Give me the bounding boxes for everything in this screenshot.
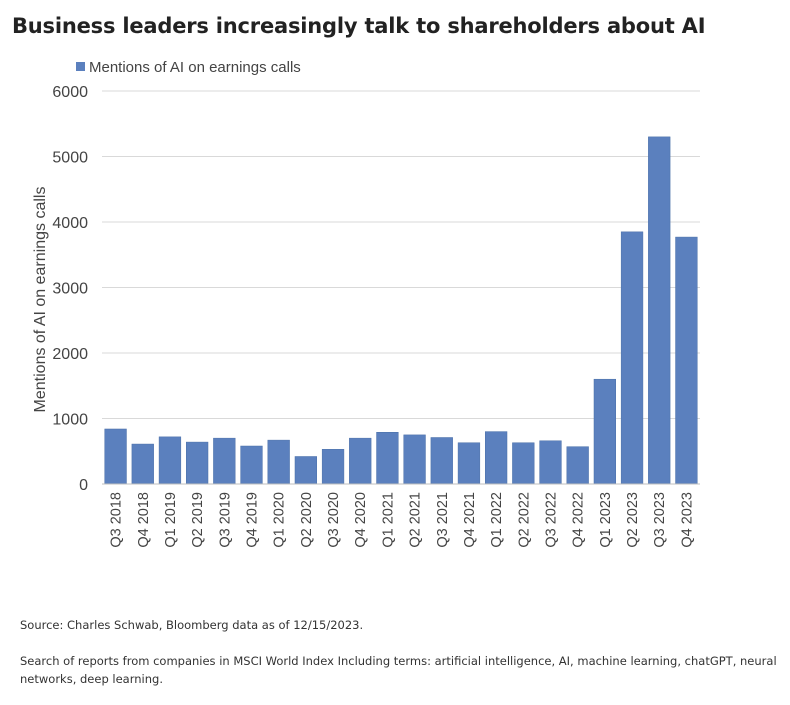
bar	[457, 442, 481, 485]
methodology-note: Search of reports from companies in MSCI…	[20, 654, 777, 686]
y-tick-label: 4000	[52, 215, 88, 232]
source-note: Source: Charles Schwab, Bloomberg data a…	[20, 618, 364, 632]
x-tick-label: Q4 2020	[353, 492, 369, 548]
bar	[430, 437, 453, 485]
bar	[620, 231, 644, 485]
x-tick-label: Q2 2021	[408, 492, 424, 548]
x-tick-label: Q1 2019	[163, 492, 179, 548]
x-tick-label: Q3 2021	[435, 492, 451, 548]
x-tick-label: Q4 2022	[571, 492, 587, 548]
x-axis-ticks: Q3 2018 Q4 2018 Q1 2019 Q2 2019 Q3 2019 Q4 20…	[109, 492, 696, 548]
x-tick-label: Q4 2018	[136, 492, 152, 548]
gridlines	[102, 90, 700, 419]
y-tick-label: 3000	[52, 281, 88, 298]
bars	[104, 136, 698, 485]
bar	[539, 440, 562, 485]
bar	[485, 431, 508, 485]
y-axis-ticks: 0 1000 2000 3000 4000 5000 6000	[52, 84, 88, 494]
y-tick-label: 6000	[52, 84, 88, 101]
bar	[403, 434, 426, 485]
x-tick-label: Q3 2023	[652, 492, 668, 548]
bar	[131, 443, 154, 485]
x-tick-label: Q3 2020	[326, 492, 342, 548]
bar	[240, 445, 263, 485]
bar	[376, 432, 399, 485]
legend-label: Mentions of AI on earnings calls	[89, 59, 301, 76]
x-tick-label: Q1 2021	[380, 492, 396, 548]
x-tick-label: Q4 2021	[462, 492, 478, 548]
bar-chart: Mentions of AI on earnings calls 0 1000 20…	[32, 59, 700, 548]
bar	[104, 428, 127, 485]
bar	[566, 446, 589, 485]
y-tick-label: 0	[79, 477, 88, 494]
bar	[213, 437, 236, 485]
bar	[321, 449, 345, 485]
x-tick-label: Q1 2023	[598, 492, 614, 548]
bar	[158, 436, 182, 485]
legend-swatch	[76, 62, 85, 71]
y-tick-label: 1000	[52, 412, 88, 429]
x-tick-label: Q2 2020	[299, 492, 315, 548]
bar	[593, 378, 616, 485]
legend: Mentions of AI on earnings calls	[76, 59, 301, 76]
x-tick-label: Q1 2020	[272, 492, 288, 548]
x-tick-label: Q3 2018	[109, 492, 125, 548]
x-tick-label: Q3 2022	[544, 492, 560, 548]
x-tick-label: Q2 2023	[625, 492, 641, 548]
bar	[648, 136, 671, 485]
y-axis-title: Mentions of AI on earnings calls	[32, 187, 49, 413]
x-tick-label: Q3 2019	[217, 492, 233, 548]
x-tick-label: Q2 2022	[516, 492, 532, 548]
y-tick-label: 2000	[52, 346, 88, 363]
bar	[267, 439, 290, 485]
bar	[186, 441, 209, 485]
x-tick-label: Q2 2019	[190, 492, 206, 548]
chart-title: Business leaders increasingly talk to sh…	[12, 14, 706, 38]
bar	[294, 456, 317, 485]
bar	[512, 442, 535, 485]
x-tick-label: Q1 2022	[489, 492, 505, 548]
x-tick-label: Q4 2019	[245, 492, 261, 548]
bar	[349, 437, 372, 485]
y-tick-label: 5000	[52, 150, 88, 167]
x-tick-label: Q4 2023	[679, 492, 695, 548]
bar	[675, 236, 698, 485]
